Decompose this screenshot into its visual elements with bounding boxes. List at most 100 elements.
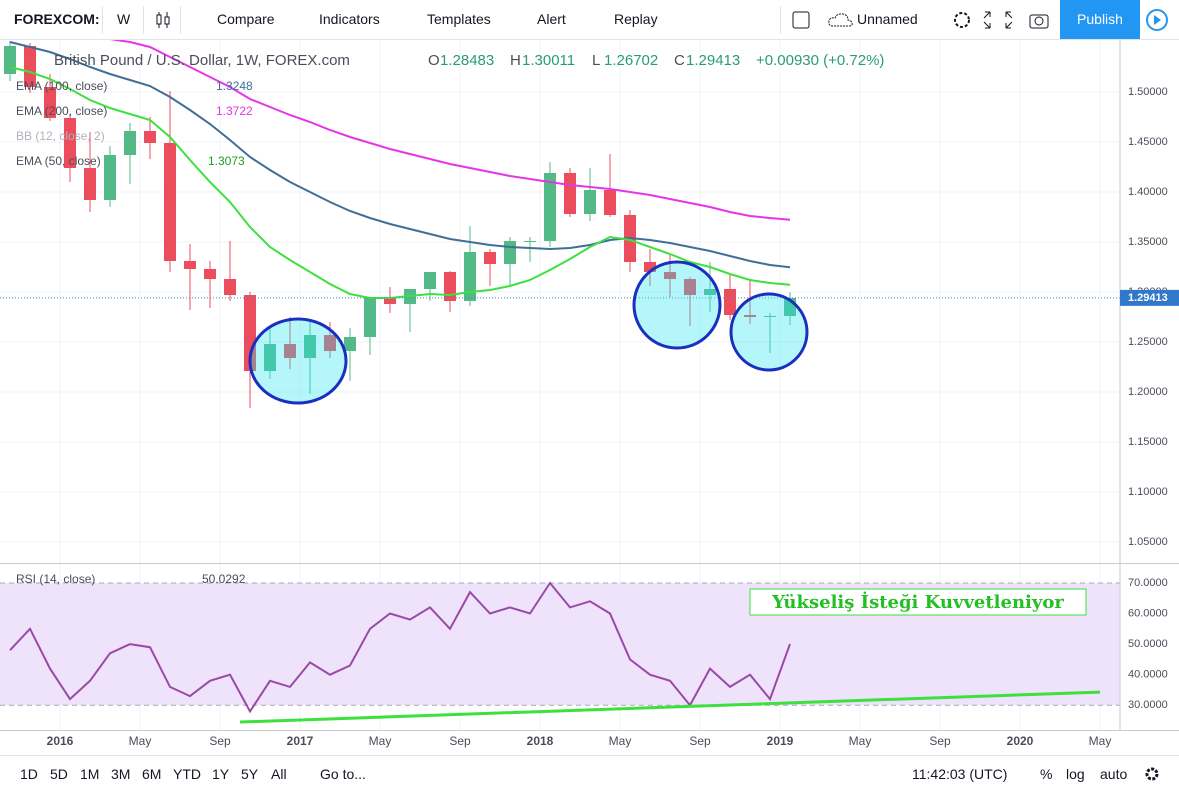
toolbar-button[interactable]: Replay	[614, 11, 658, 27]
candle-body	[104, 155, 116, 200]
legend-entry: BB (12, close, 2)	[16, 129, 105, 143]
candle-body	[204, 269, 216, 279]
legend-entry: EMA (200, close)	[16, 104, 107, 118]
x-tick-label: 2019	[767, 734, 794, 748]
candle-body	[304, 335, 316, 358]
candle-body	[584, 190, 596, 214]
candle-body	[444, 272, 456, 301]
range-button[interactable]: 1D	[20, 766, 38, 782]
range-button[interactable]: YTD	[173, 766, 201, 782]
legend-entry: EMA (100, close)	[16, 79, 107, 93]
y-tick-label: 1.15000	[1128, 436, 1168, 448]
candle-body	[24, 46, 36, 87]
rsi-line	[9, 581, 791, 714]
candle-body	[324, 335, 336, 351]
layout-name[interactable]: Unnamed	[857, 11, 918, 27]
candle-body	[164, 143, 176, 261]
price-pane	[4, 40, 796, 408]
chart-style-icon[interactable]	[155, 10, 171, 30]
change: +0.00930 (+0.72%)	[756, 52, 884, 69]
candle-body	[724, 289, 736, 315]
candle-body	[744, 315, 756, 317]
legend-value: 1.3073	[208, 154, 245, 168]
candle-body	[544, 173, 556, 241]
scale-option[interactable]: log	[1066, 766, 1085, 782]
candle-body	[124, 131, 136, 155]
range-button[interactable]: 1Y	[212, 766, 230, 782]
x-tick-label: May	[369, 734, 392, 748]
x-tick-label: Sep	[449, 734, 471, 748]
candle-body	[224, 279, 236, 295]
y-tick-label: 1.25000	[1128, 336, 1168, 348]
rsi-value: 50.0292	[202, 572, 246, 586]
range-button[interactable]: 3M	[111, 766, 131, 782]
toolbar-button[interactable]: Templates	[427, 11, 491, 27]
candle-body	[244, 295, 256, 371]
range-button[interactable]: All	[271, 766, 287, 782]
y-tick-label: 1.35000	[1128, 236, 1168, 248]
x-tick-label: May	[609, 734, 632, 748]
x-tick-label: May	[1089, 734, 1112, 748]
last-price-box	[1120, 289, 1179, 306]
range-button[interactable]: 1M	[80, 766, 100, 782]
candle-body	[704, 289, 716, 295]
bottom-bar: 1D 5D 1M 3M 6M YTD 1Y 5Y All Go to... 11:42:03 (UT…	[0, 755, 1179, 793]
candle-body	[184, 261, 196, 269]
scale-option[interactable]: auto	[1100, 766, 1128, 782]
candle-body	[464, 252, 476, 301]
ema-line	[109, 40, 791, 221]
y-tick-label: 70.0000	[1128, 577, 1168, 589]
rsi-pane	[9, 581, 791, 714]
x-tick-label: Sep	[929, 734, 951, 748]
ema-line	[9, 41, 791, 269]
toolbar-button[interactable]: Alert	[537, 11, 566, 27]
layout-icon[interactable]	[792, 11, 810, 29]
candle-body	[644, 262, 656, 272]
x-tick-label: 2018	[527, 734, 554, 748]
y-tick-label: 40.0000	[1128, 669, 1168, 681]
candle-body	[384, 298, 396, 304]
candle-body	[504, 241, 516, 264]
x-tick-label: 2017	[287, 734, 314, 748]
annotation-text: Yükseliş İsteği Kuvvetleniyor	[771, 590, 1064, 613]
candle-body	[344, 337, 356, 351]
candle-body	[524, 241, 536, 242]
legend-title: British Pound / U.S. Dollar, 1W, FOREX.c…	[54, 52, 350, 69]
x-tick-label: 2020	[1007, 734, 1034, 748]
play-button[interactable]	[1145, 8, 1169, 32]
y-tick-label: 50.0000	[1128, 638, 1168, 650]
range-button[interactable]: 5Y	[241, 766, 259, 782]
candle-body	[684, 279, 696, 295]
symbol[interactable]: FOREXCOM:	[14, 11, 100, 27]
interval[interactable]: W	[117, 11, 131, 27]
scale-option[interactable]: %	[1040, 766, 1053, 782]
y-tick-label: 1.45000	[1128, 136, 1168, 148]
y-tick-label: 1.40000	[1128, 186, 1168, 198]
x-tick-label: Sep	[209, 734, 231, 748]
candle-body	[84, 168, 96, 200]
toolbar: FOREXCOM: W Compare Indicators Templates Al…	[0, 0, 1179, 40]
tool-icons[interactable]	[950, 10, 1050, 30]
range-button[interactable]: 5D	[50, 766, 68, 782]
ohlc-key: L	[592, 52, 600, 69]
y-tick-label: 60.0000	[1128, 607, 1168, 619]
cloud-icon	[828, 13, 853, 27]
highlight-circle	[248, 317, 348, 405]
rsi-title: RSI (14, close)	[16, 572, 95, 586]
candle-body	[364, 298, 376, 337]
toolbar-button[interactable]: Indicators	[319, 11, 380, 27]
ohlc-value: 1.29413	[686, 52, 740, 69]
legend-value: 1.3248	[216, 79, 253, 93]
trendline	[239, 690, 1101, 724]
y-tick-label: 1.05000	[1128, 536, 1168, 548]
annotation-box	[749, 588, 1087, 616]
candle-body	[144, 131, 156, 143]
goto-button[interactable]: Go to...	[320, 766, 366, 782]
candle-body	[284, 344, 296, 358]
range-button[interactable]: 6M	[142, 766, 162, 782]
candle-body	[64, 118, 76, 168]
toolbar-button[interactable]: Compare	[217, 11, 275, 27]
last-price-label: 1.29413	[1128, 292, 1168, 304]
publish-button[interactable]: Publish	[1060, 0, 1140, 39]
settings-icon[interactable]	[1144, 766, 1160, 782]
